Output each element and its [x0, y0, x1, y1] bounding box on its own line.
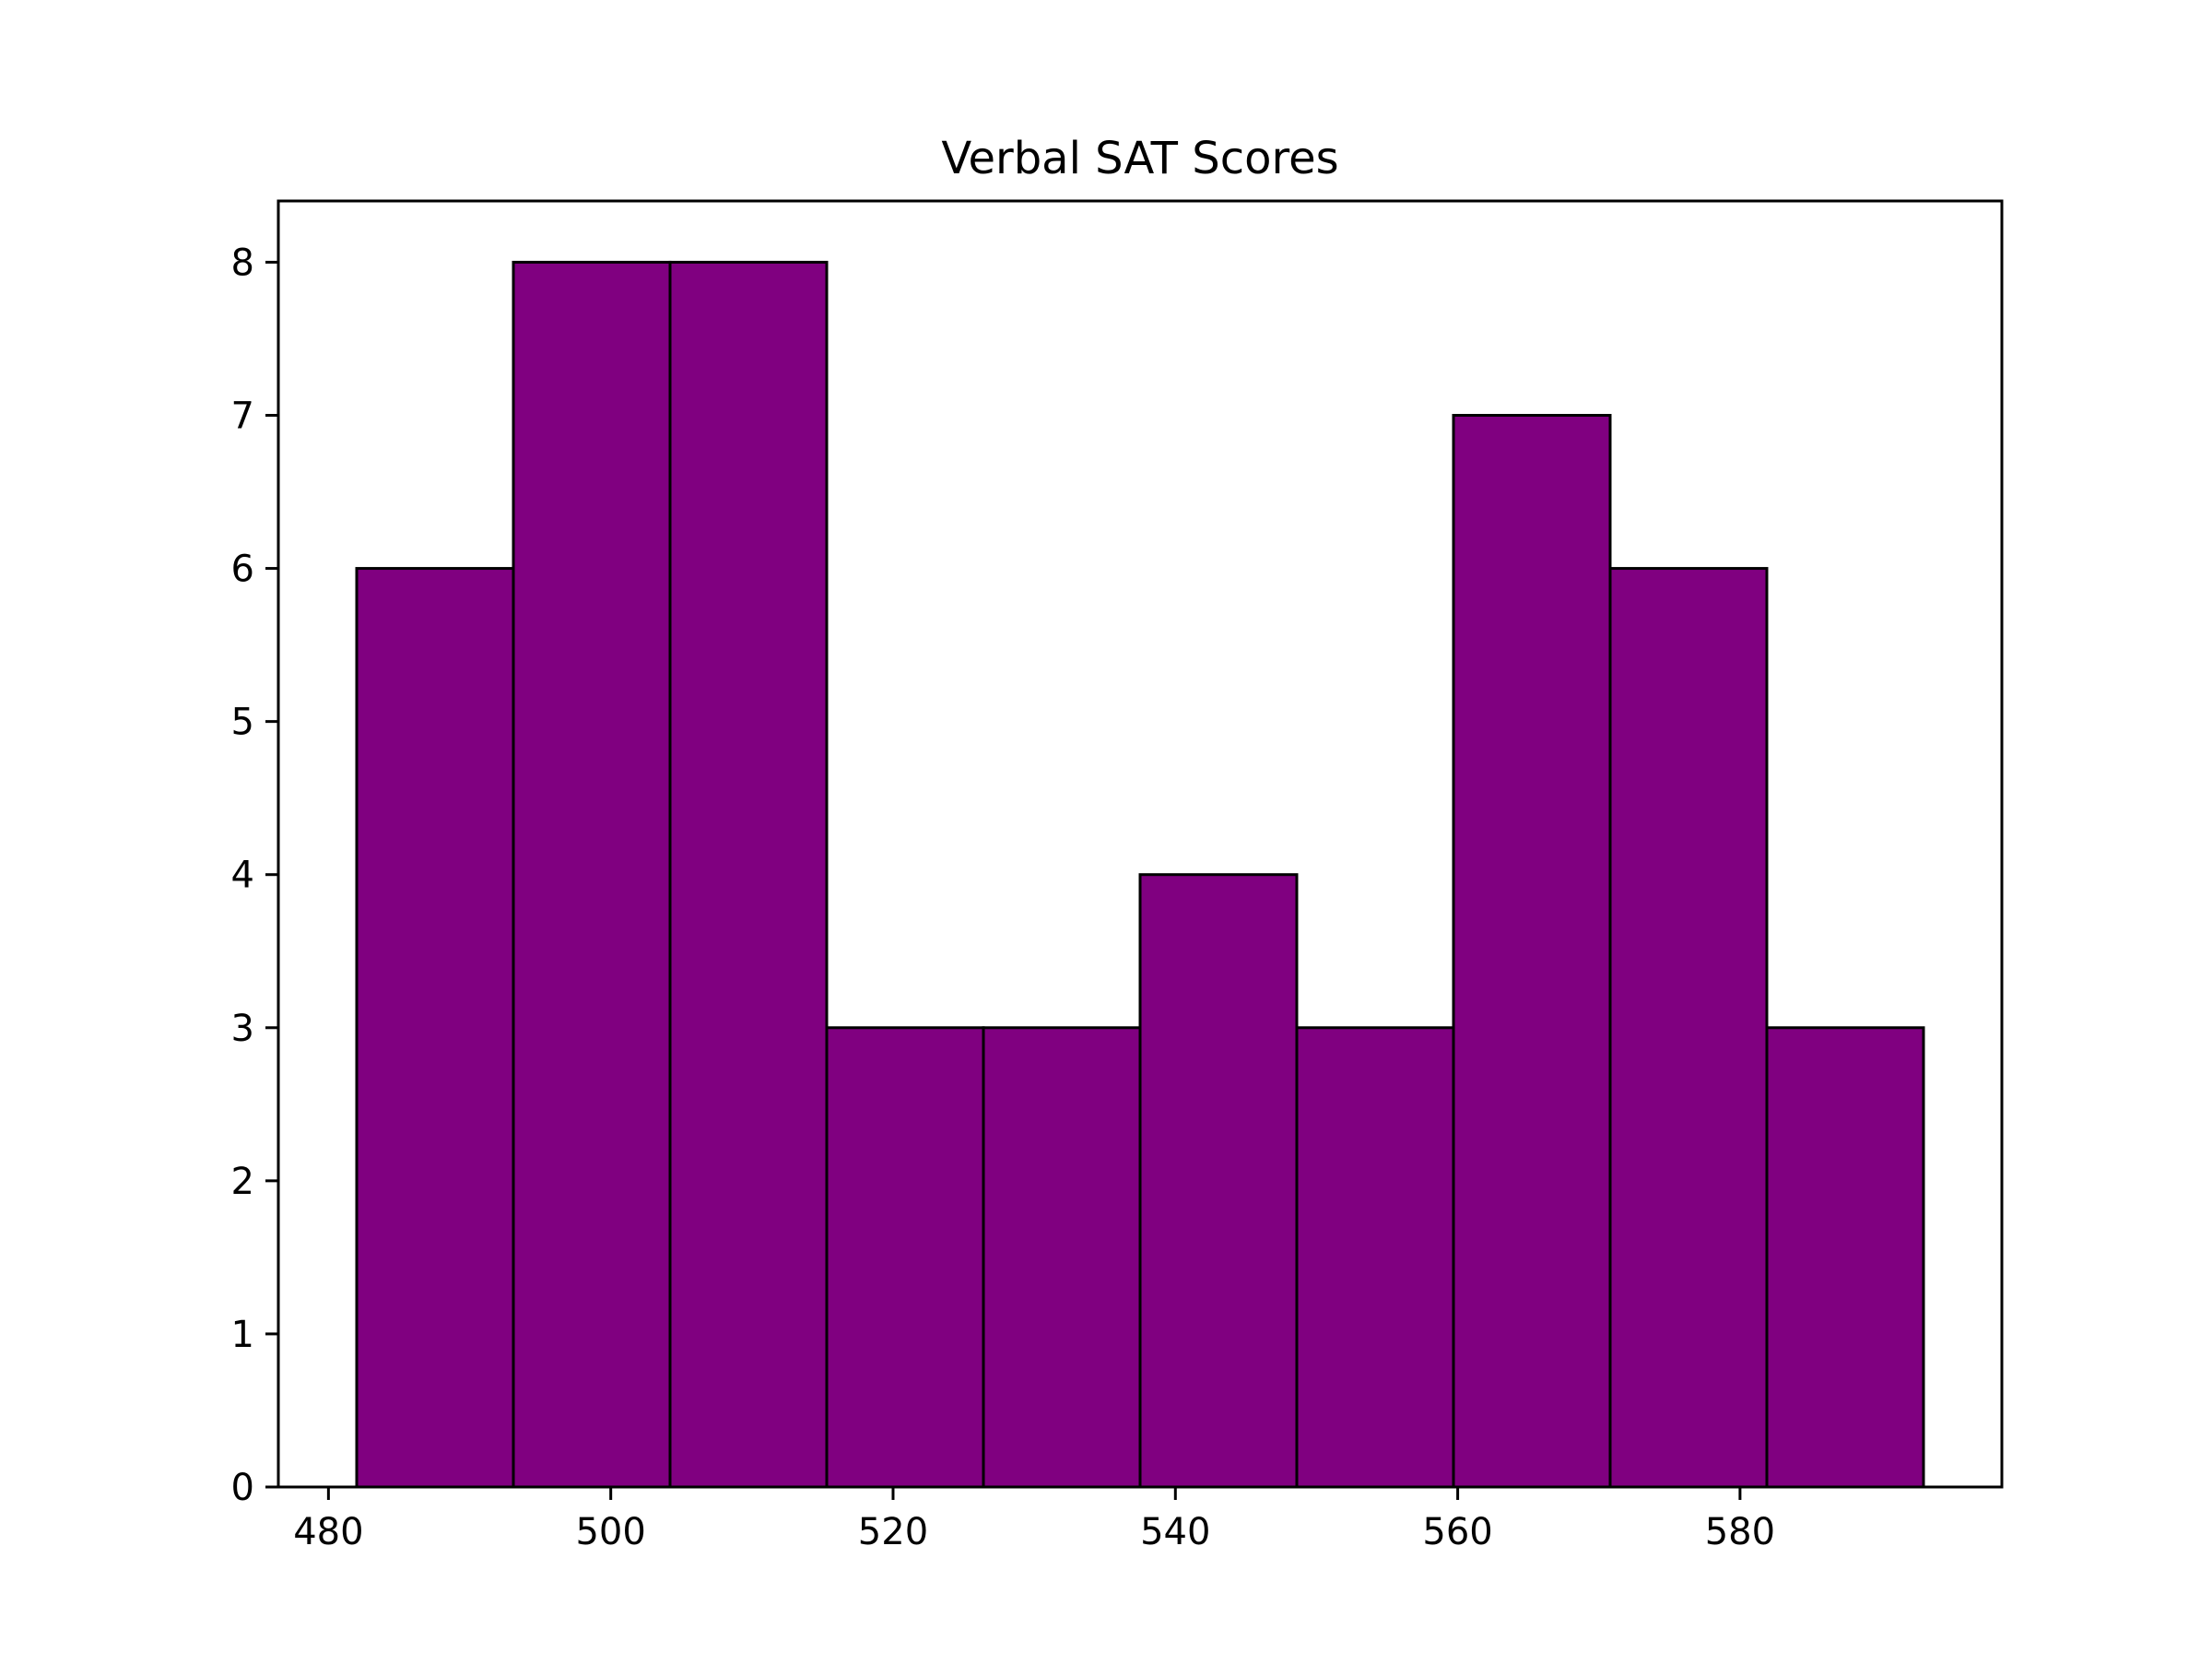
histogram-bar-5	[1138, 873, 1299, 1489]
histogram-bar-4	[982, 1026, 1142, 1489]
chart-title: Verbal SAT Scores	[941, 133, 1338, 184]
y-tick-label: 5	[231, 702, 254, 744]
y-tick-label: 1	[231, 1314, 254, 1356]
y-tick-label: 8	[231, 242, 254, 284]
y-tick-label: 7	[231, 395, 254, 438]
histogram-bar-1	[512, 260, 672, 1489]
histogram-bar-2	[668, 260, 829, 1489]
x-tick-label: 540	[1140, 1511, 1210, 1553]
y-tick-label: 4	[231, 855, 254, 897]
x-tick-label: 580	[1705, 1511, 1775, 1553]
histogram-bar-7	[1452, 414, 1612, 1489]
plot-frame	[276, 199, 2004, 1489]
histogram-bar-8	[1608, 567, 1769, 1489]
y-tick-label: 3	[231, 1008, 254, 1050]
histogram-bar-0	[355, 567, 515, 1489]
x-tick-label: 480	[293, 1511, 363, 1553]
x-tick-label: 560	[1422, 1511, 1492, 1553]
x-tick-label: 520	[858, 1511, 928, 1553]
histogram-bar-9	[1765, 1026, 1925, 1489]
bars-layer	[355, 260, 1925, 1489]
histogram-bar-6	[1295, 1026, 1455, 1489]
x-axis: 480 500 520 540 560 580	[293, 1487, 1775, 1553]
histogram-bar-3	[825, 1026, 985, 1489]
y-tick-label: 6	[231, 549, 254, 591]
y-tick-label: 0	[231, 1467, 254, 1509]
x-tick-label: 500	[575, 1511, 645, 1553]
y-axis: 0 1 2 3 4 5 6 7 8	[231, 242, 278, 1509]
y-tick-label: 2	[231, 1161, 254, 1203]
